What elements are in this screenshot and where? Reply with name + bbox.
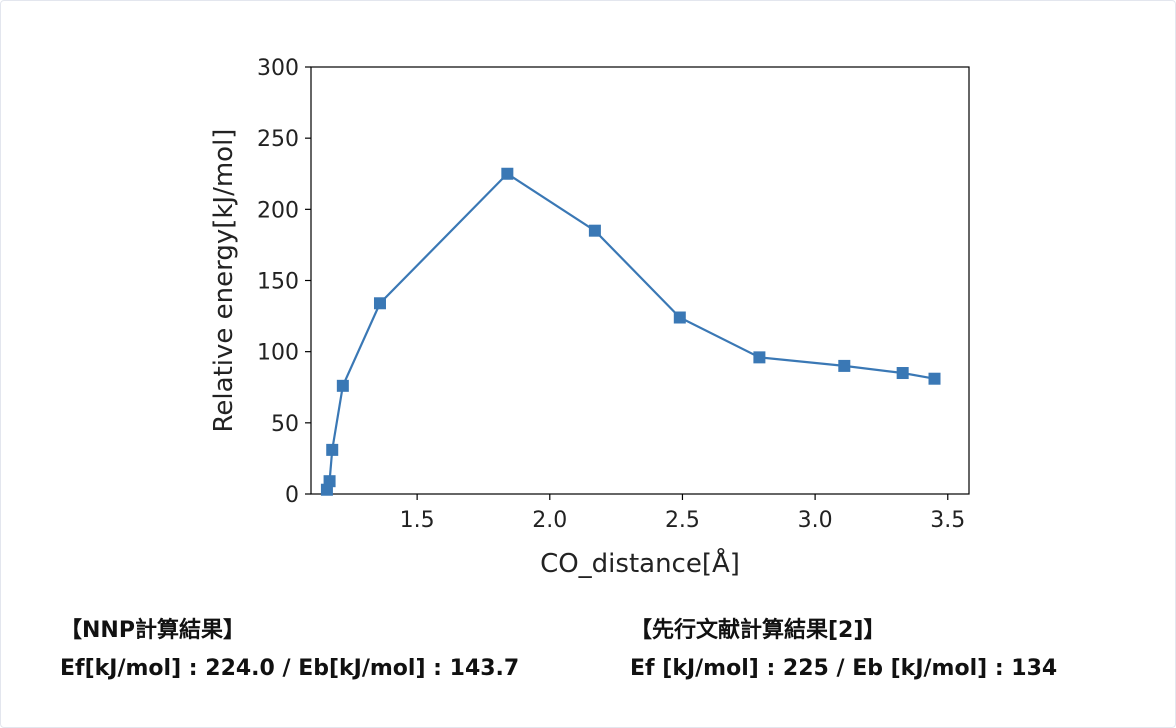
y-axis-label: Relative energy[kJ/mol] xyxy=(209,129,239,433)
y-tick-label: 300 xyxy=(257,56,299,81)
y-tick-label: 50 xyxy=(271,412,299,437)
data-point xyxy=(928,372,941,385)
data-point xyxy=(326,443,339,456)
y-tick-label: 0 xyxy=(285,483,299,508)
x-tick-label: 3.0 xyxy=(798,508,833,533)
x-tick-label: 2.5 xyxy=(665,508,700,533)
data-point xyxy=(336,379,349,392)
data-point xyxy=(323,475,336,488)
x-tick-label: 1.5 xyxy=(400,508,435,533)
y-tick-label: 150 xyxy=(257,270,299,295)
data-point xyxy=(838,359,851,372)
literature-results: 【先行文献計算結果[2]】 Ef [kJ/mol] : 225 / Eb [kJ… xyxy=(630,612,1057,688)
data-point xyxy=(588,224,601,237)
y-tick-label: 200 xyxy=(257,198,299,223)
plot-frame xyxy=(310,66,970,495)
data-point xyxy=(896,367,909,380)
nnp-results-values: Ef[kJ/mol] : 224.0 / Eb[kJ/mol] : 143.7 xyxy=(60,656,520,681)
literature-results-heading: 【先行文献計算結果[2]】 xyxy=(630,618,886,643)
data-point xyxy=(501,167,514,180)
series-line xyxy=(325,172,935,491)
data-point xyxy=(673,311,686,324)
x-tick-label: 2.0 xyxy=(532,508,567,533)
x-axis-label: CO_distance[Å] xyxy=(540,547,740,579)
data-point xyxy=(373,297,386,310)
data-point xyxy=(753,351,766,364)
y-tick-label: 100 xyxy=(257,341,299,366)
nnp-results: 【NNP計算結果】 Ef[kJ/mol] : 224.0 / Eb[kJ/mol… xyxy=(60,612,519,688)
y-tick-label: 250 xyxy=(257,127,299,152)
energy-profile-chart: 1.5 2.0 2.5 3.0 3.5 0 50 100 150 200 250 300 CO_dist… xyxy=(209,56,970,579)
literature-results-values: Ef [kJ/mol] : 225 / Eb [kJ/mol] : 134 xyxy=(630,656,1058,681)
x-tick-label: 3.5 xyxy=(930,508,965,533)
nnp-results-heading: 【NNP計算結果】 xyxy=(60,618,245,643)
